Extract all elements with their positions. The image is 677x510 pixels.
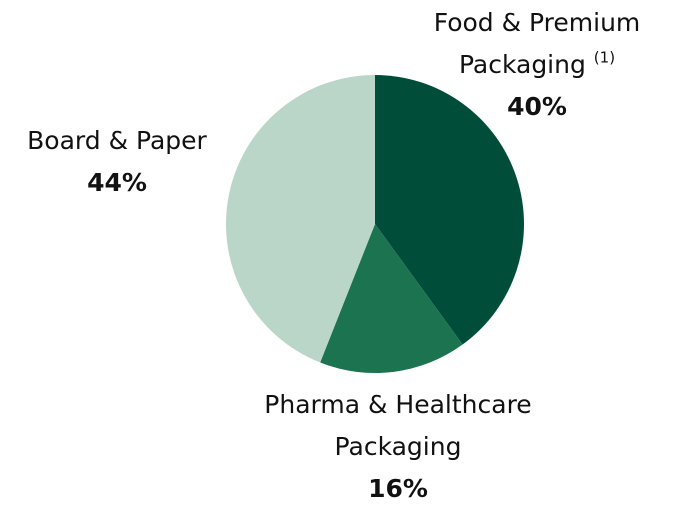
slice-label: Board & Paper 44%	[0, 120, 234, 204]
category-name: Food & Premium Packaging	[433, 8, 641, 79]
slice-label: Pharma & Healthcare Packaging 16%	[228, 384, 568, 510]
value-label: 16%	[368, 474, 428, 503]
value-label: 40%	[507, 92, 567, 121]
slice-label: Food & Premium Packaging (1) 40%	[407, 2, 667, 128]
category-name: Board & Paper	[27, 126, 207, 155]
footnote-marker: (1)	[593, 48, 616, 67]
category-name: Pharma & Healthcare Packaging	[264, 390, 532, 461]
pie-slice	[320, 224, 463, 374]
pie-slice	[226, 75, 375, 363]
pie-slice	[375, 75, 525, 345]
value-label: 44%	[87, 168, 147, 197]
